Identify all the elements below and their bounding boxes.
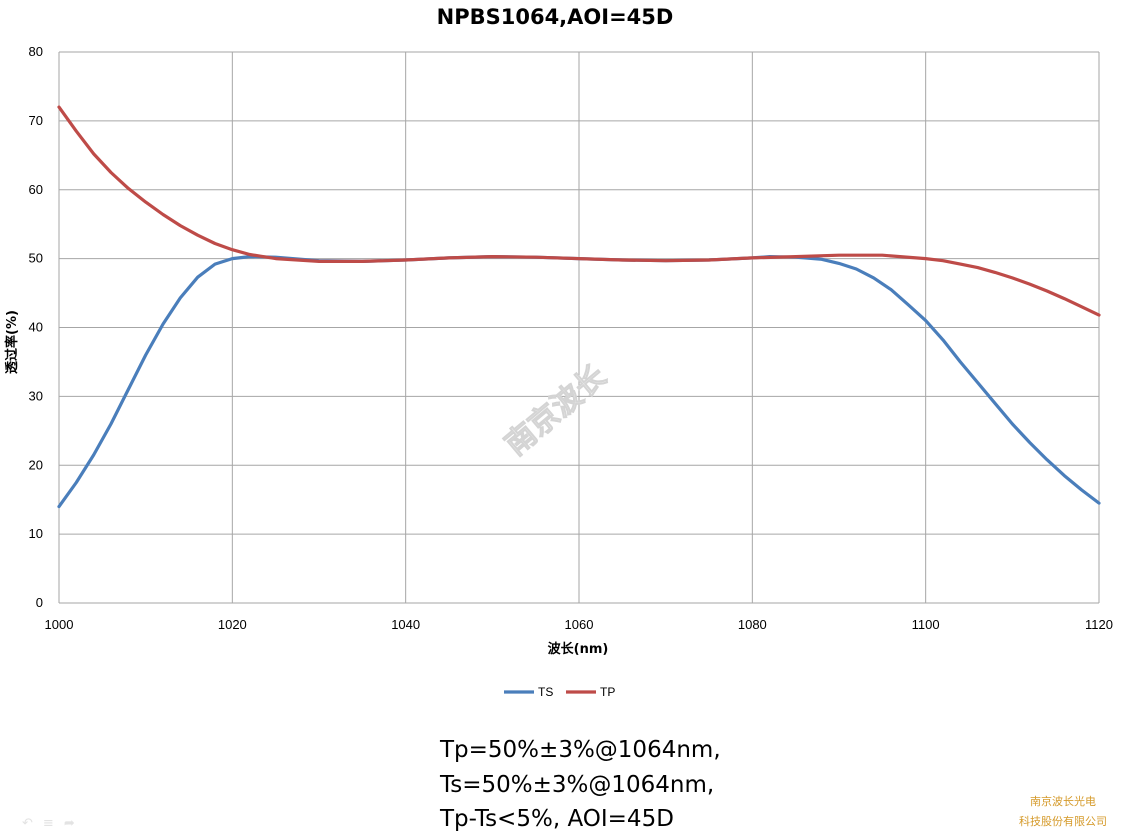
spec-line-diff: Tp-Ts<5%, AOI=45D [440, 806, 674, 832]
spec-line-ts: Ts=50%±3%@1064nm, [440, 771, 715, 798]
series-lines [57, 105, 1101, 509]
y-tick-label: 70 [29, 113, 43, 128]
viewer-toolbar: ↶ ≡ ➦ [22, 816, 75, 831]
series-line-tp [57, 105, 1101, 317]
y-tick-label: 0 [36, 595, 43, 610]
x-tick-label: 1080 [738, 617, 767, 632]
chart-title: NPBS1064,AOI=45D [437, 5, 674, 29]
spec-text: Tp=50%±3%@1064nm, Ts=50%±3%@1064nm, Tp-T… [440, 733, 721, 837]
rotate-left-icon[interactable]: ↶ [22, 816, 33, 831]
company-watermark: 南京波长光电 科技股份有限公司 [1019, 792, 1107, 832]
x-tick-label: 1020 [218, 617, 247, 632]
spec-line-tp: Tp=50%±3%@1064nm, [440, 737, 721, 763]
y-tick-label: 50 [29, 251, 43, 266]
company-name-line2: 科技股份有限公司 [1019, 815, 1107, 828]
watermark: 南京波长 [499, 359, 613, 463]
x-tick-label: 1120 [1085, 617, 1113, 632]
share-icon[interactable]: ➦ [63, 816, 75, 831]
y-tick-label: 20 [29, 457, 43, 472]
list-icon[interactable]: ≡ [42, 816, 54, 831]
grid [58, 51, 1100, 604]
x-axis-label: 波长(nm) [548, 641, 609, 657]
legend: TS TP [504, 685, 615, 699]
x-tick-label: 1040 [391, 617, 420, 632]
x-tick-label: 1100 [912, 617, 940, 632]
y-tick-label: 30 [29, 388, 43, 403]
legend-label-tp: TP [600, 685, 615, 699]
y-tick-label: 60 [29, 182, 43, 197]
x-tick-label: 1060 [565, 617, 594, 632]
y-tick-label: 10 [29, 526, 43, 541]
legend-label-ts: TS [538, 685, 553, 699]
company-name-line1: 南京波长光电 [1030, 795, 1096, 808]
y-axis-label: 透过率(%) [4, 310, 20, 374]
x-tick-label: 1000 [45, 617, 74, 632]
y-tick-label: 40 [29, 320, 43, 335]
y-tick-label: 80 [29, 44, 43, 59]
